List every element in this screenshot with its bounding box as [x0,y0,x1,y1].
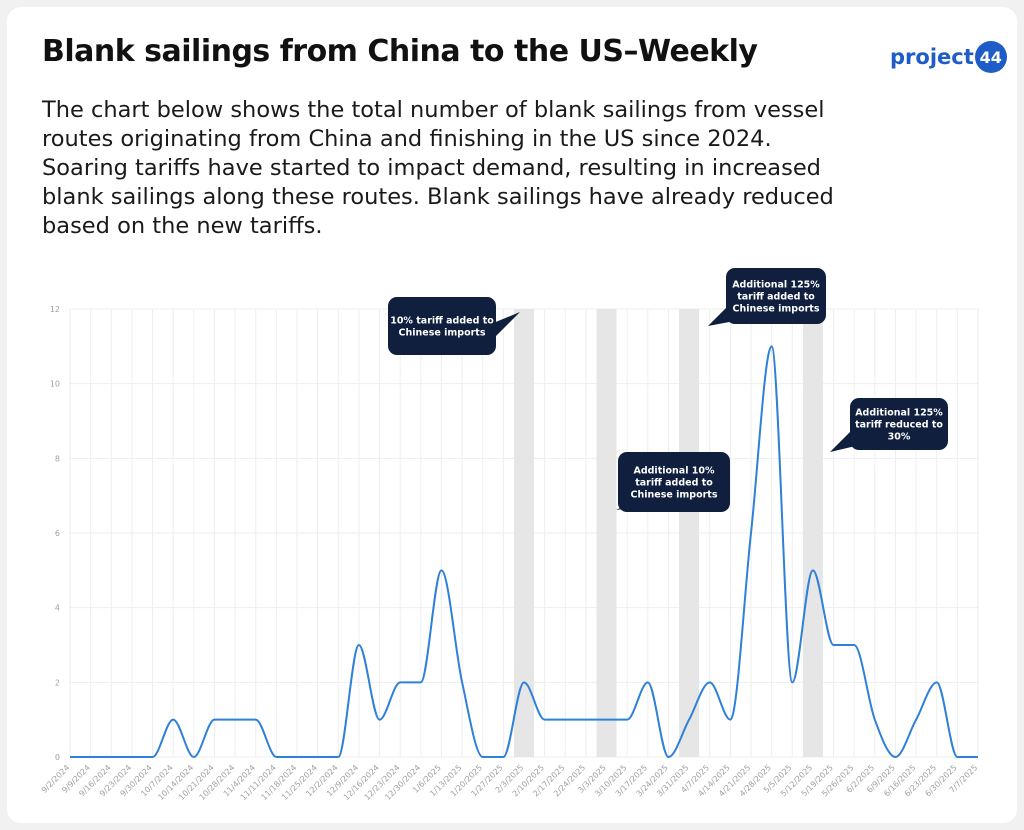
tariff-week-band [514,309,534,757]
tariff-week-band [802,309,823,757]
callout-box [850,398,948,450]
y-tick-label: 0 [55,753,60,762]
y-tick-label: 12 [50,305,60,314]
callout-box [388,297,496,355]
chart-card [7,7,1017,823]
y-tick-label: 8 [55,454,60,463]
callout-box [618,452,730,512]
y-tick-label: 10 [50,380,60,389]
callout-text: 10% tariff added to [390,316,494,327]
callout-text: tariff added to [635,478,713,489]
callout-text: Chinese imports [399,328,486,339]
project44-logo: project 44 [890,40,1007,74]
callout-text: Additional 10% [633,466,714,477]
callout-text: 30% [888,432,911,443]
callout-text: Chinese imports [733,304,820,315]
series-line [70,345,978,759]
logo-badge: 44 [974,41,1007,73]
callout-text: tariff reduced to [855,420,943,431]
y-tick-label: 6 [55,529,60,538]
callout-text: Additional 125% [732,280,820,291]
chart-description: The chart below shows the total number o… [42,97,834,239]
logo-text: project [890,45,974,69]
callout-text: Chinese imports [631,490,718,501]
callout-text: Additional 125% [855,408,943,419]
tariff-week-band [679,309,700,757]
tariff-week-band [596,309,617,757]
y-tick-label: 2 [55,678,60,687]
y-tick-label: 4 [55,604,60,613]
chart-title: Blank sailings from China to the US–Week… [42,34,758,69]
callout-box [726,268,826,324]
callout-text: tariff added to [737,292,815,303]
